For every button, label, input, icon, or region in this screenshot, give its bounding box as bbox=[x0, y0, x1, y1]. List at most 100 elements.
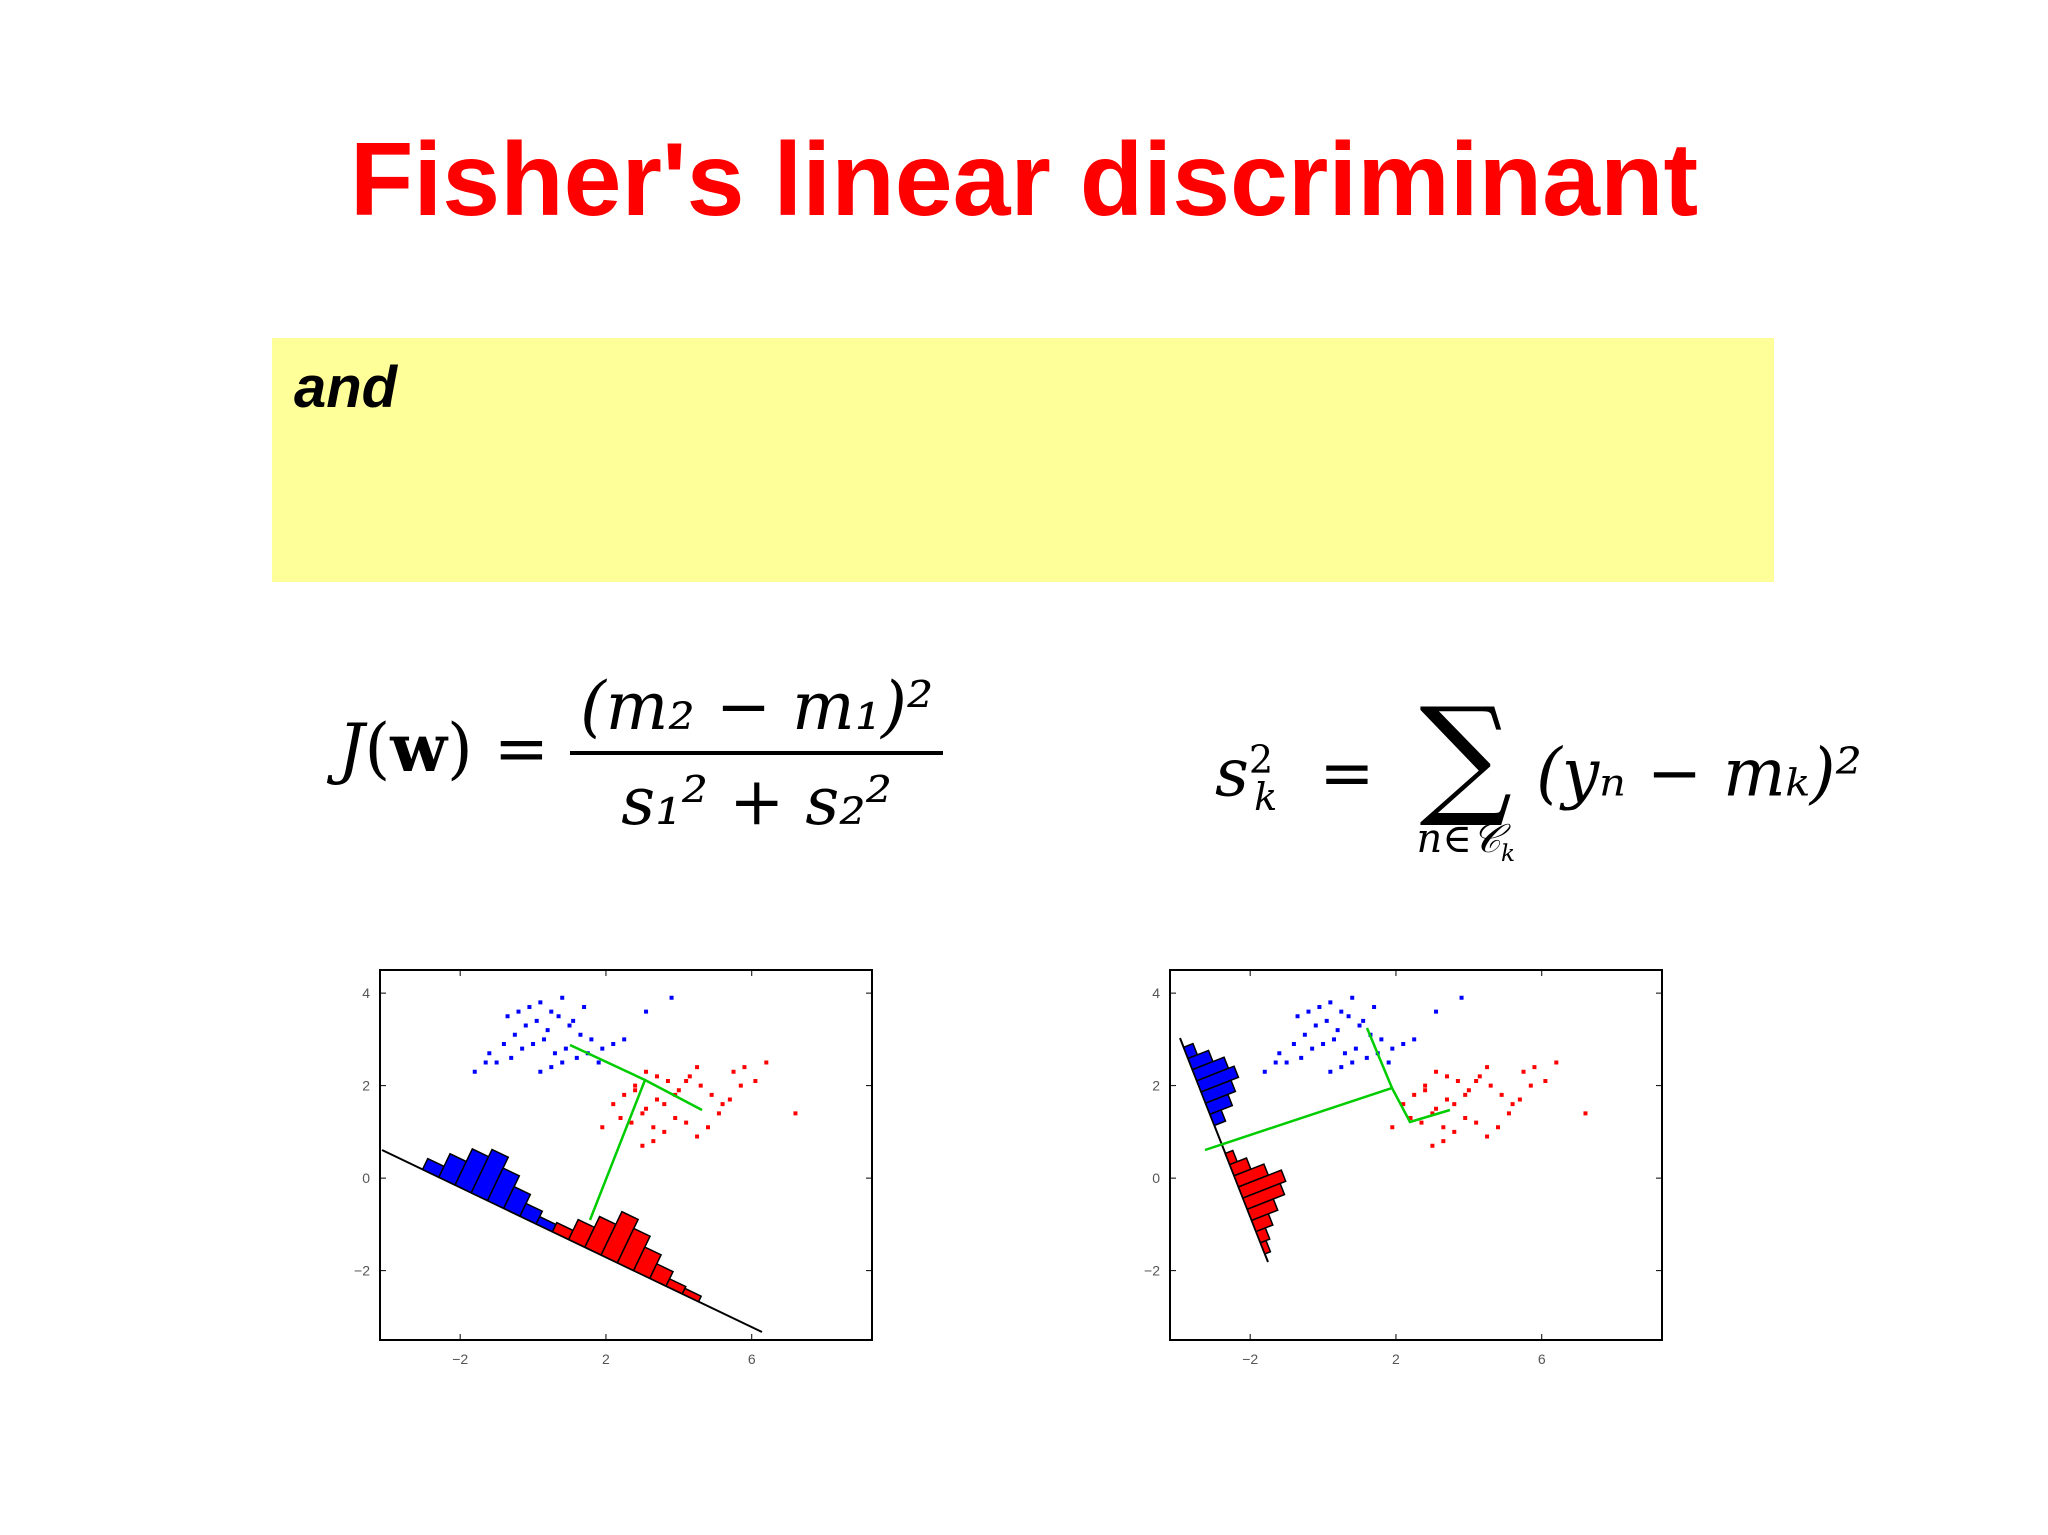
data-point-blue bbox=[538, 1069, 543, 1074]
x-tick-label: 2 bbox=[602, 1351, 610, 1367]
data-point-red bbox=[1528, 1083, 1533, 1088]
data-point-red bbox=[662, 1129, 667, 1134]
histogram-bar bbox=[1250, 1212, 1274, 1233]
data-point-blue bbox=[505, 1014, 510, 1019]
histogram-bar bbox=[648, 1262, 675, 1288]
data-point-red bbox=[633, 1088, 638, 1093]
y-tick-label: 4 bbox=[362, 985, 370, 1001]
y-tick-label: 4 bbox=[1152, 985, 1160, 1001]
data-point-red bbox=[1444, 1097, 1449, 1102]
data-point-blue bbox=[1332, 1037, 1336, 1042]
data-point-blue bbox=[1284, 1060, 1289, 1065]
data-point-red bbox=[720, 1102, 725, 1107]
data-point-red bbox=[742, 1065, 747, 1070]
y-tick-label: 0 bbox=[362, 1170, 370, 1186]
projection-histogram bbox=[381, 1147, 763, 1333]
data-point-red bbox=[1583, 1111, 1588, 1116]
data-point-blue bbox=[1295, 1014, 1300, 1019]
data-point-blue bbox=[1339, 1009, 1344, 1014]
data-point-red bbox=[611, 1102, 616, 1107]
data-point-red bbox=[1485, 1065, 1490, 1070]
projection-plot-naive: −2 2 6 4 2 0 −2 bbox=[354, 969, 873, 1367]
data-point-blue bbox=[1364, 1055, 1369, 1060]
data-point-blue bbox=[1390, 1046, 1395, 1051]
data-point-blue bbox=[1361, 1018, 1366, 1023]
data-point-blue bbox=[501, 1042, 506, 1046]
data-point-red bbox=[1408, 1116, 1413, 1120]
data-point-blue bbox=[542, 1037, 546, 1042]
mean-connector-line bbox=[569, 1043, 703, 1221]
fisher-criterion-equation: J(w) = (m₂ − m₁)² s₁² + s₂² bbox=[338, 668, 944, 840]
callout-box: and bbox=[272, 338, 1774, 582]
data-point-red bbox=[727, 1097, 732, 1102]
data-point-blue bbox=[494, 1060, 499, 1065]
w-vector: w bbox=[390, 709, 448, 787]
data-point-blue bbox=[552, 1051, 557, 1056]
data-point-red bbox=[1463, 1116, 1468, 1120]
data-point-red bbox=[695, 1134, 700, 1139]
summand: (yₙ − mₖ)² bbox=[1536, 734, 1863, 812]
data-point-blue bbox=[1317, 1005, 1322, 1009]
data-point-red bbox=[676, 1088, 681, 1093]
data-point-blue bbox=[560, 1060, 565, 1065]
fraction-numerator: (m₂ − m₁)² bbox=[570, 668, 944, 755]
data-point-red bbox=[1452, 1102, 1457, 1107]
data-point-blue bbox=[1306, 1009, 1311, 1014]
data-point-blue bbox=[483, 1060, 488, 1065]
data-point-blue bbox=[1339, 1065, 1344, 1070]
data-point-red bbox=[665, 1079, 670, 1083]
data-point-red bbox=[654, 1074, 659, 1079]
summation: ∑ n∈𝒞k bbox=[1417, 690, 1516, 867]
data-point-blue bbox=[549, 1009, 554, 1014]
data-point-blue bbox=[1342, 1051, 1347, 1056]
data-point-red bbox=[640, 1143, 645, 1148]
data-point-blue bbox=[669, 995, 674, 1000]
y-tick-label: −2 bbox=[1144, 1263, 1160, 1279]
data-point-red bbox=[1390, 1125, 1395, 1130]
data-point-blue bbox=[574, 1055, 579, 1060]
x-tick-label: 6 bbox=[748, 1351, 756, 1367]
s-symbol: s bbox=[1215, 734, 1249, 812]
data-point-red bbox=[662, 1102, 667, 1107]
data-point-red bbox=[1496, 1125, 1500, 1130]
data-point-red bbox=[1466, 1088, 1471, 1093]
histogram-bar bbox=[1246, 1198, 1279, 1222]
j-symbol: J bbox=[338, 710, 365, 787]
data-point-blue bbox=[1321, 1042, 1326, 1046]
histogram-bar bbox=[1204, 1093, 1234, 1116]
data-point-blue bbox=[600, 1046, 605, 1051]
plot-frame bbox=[1169, 969, 1663, 1341]
data-point-red bbox=[1474, 1120, 1479, 1125]
histogram-bar bbox=[1255, 1226, 1271, 1244]
data-point-red bbox=[1521, 1069, 1526, 1074]
data-point-red bbox=[764, 1060, 769, 1065]
data-point-red bbox=[1441, 1125, 1446, 1130]
x-tick-label: −2 bbox=[1242, 1351, 1258, 1367]
histogram-bar bbox=[1209, 1108, 1227, 1127]
data-point-red bbox=[1419, 1120, 1424, 1125]
histogram-bar bbox=[1195, 1065, 1240, 1093]
data-point-blue bbox=[1299, 1055, 1304, 1060]
slide-title: Fisher's linear discriminant bbox=[349, 122, 1699, 238]
data-point-red bbox=[1423, 1088, 1428, 1093]
plot-frame bbox=[379, 969, 873, 1341]
data-point-blue bbox=[1310, 1046, 1315, 1051]
data-point-red bbox=[640, 1111, 645, 1116]
data-point-blue bbox=[1357, 1023, 1362, 1028]
data-point-blue bbox=[589, 1037, 594, 1042]
data-point-blue bbox=[1346, 1014, 1351, 1019]
data-point-blue bbox=[1262, 1069, 1267, 1074]
data-point-red bbox=[1434, 1106, 1439, 1111]
data-point-red bbox=[651, 1139, 656, 1144]
data-point-red bbox=[629, 1120, 634, 1125]
data-point-red bbox=[1430, 1111, 1435, 1116]
sigma-symbol: ∑ bbox=[1419, 679, 1513, 831]
data-point-blue bbox=[1313, 1023, 1318, 1028]
callout-text: and bbox=[294, 355, 398, 420]
data-point-red bbox=[633, 1083, 638, 1088]
data-point-blue bbox=[1302, 1032, 1307, 1037]
y-tick-label: 0 bbox=[1152, 1170, 1160, 1186]
data-point-blue bbox=[622, 1037, 627, 1042]
data-point-red bbox=[618, 1116, 623, 1120]
histogram-bar bbox=[600, 1210, 640, 1264]
